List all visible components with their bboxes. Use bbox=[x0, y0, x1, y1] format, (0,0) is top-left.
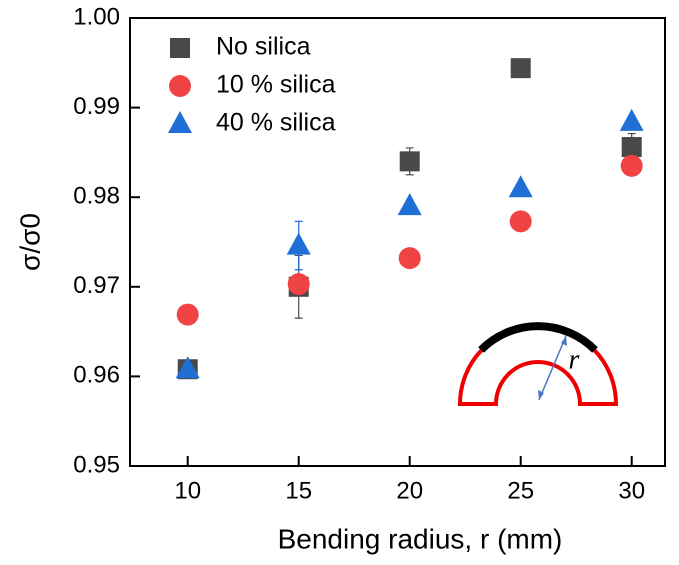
y-tick-label: 1.00 bbox=[73, 3, 120, 30]
marker-triangle bbox=[397, 193, 422, 216]
x-tick-label: 30 bbox=[618, 477, 645, 504]
y-tick-label: 0.96 bbox=[73, 362, 120, 389]
x-tick-label: 10 bbox=[174, 477, 201, 504]
marker-square bbox=[510, 58, 531, 79]
y-tick-label: 0.97 bbox=[73, 272, 120, 299]
ring bbox=[457, 324, 619, 406]
marker-circle bbox=[620, 154, 643, 177]
marker-square bbox=[170, 38, 190, 58]
marker-triangle bbox=[175, 356, 200, 379]
marker-square bbox=[399, 151, 420, 172]
x-axis-label: Bending radius, r (mm) bbox=[278, 523, 563, 554]
y-tick-label: 0.95 bbox=[73, 451, 120, 478]
marker-triangle bbox=[508, 175, 533, 198]
radius-label: r bbox=[569, 344, 580, 375]
x-tick-label: 20 bbox=[396, 477, 423, 504]
marker-square bbox=[621, 137, 642, 158]
marker-circle bbox=[509, 210, 532, 233]
radius-arrow bbox=[538, 335, 567, 401]
legend-label: No silica bbox=[216, 33, 311, 61]
y-tick-label: 0.98 bbox=[73, 183, 120, 210]
arrow-heads bbox=[538, 336, 567, 400]
x-tick-label: 15 bbox=[285, 477, 312, 504]
inset-diagram: r bbox=[457, 322, 619, 406]
marker-circle bbox=[169, 75, 191, 97]
marker-circle bbox=[398, 247, 421, 270]
film bbox=[478, 322, 598, 353]
marker-circle bbox=[287, 273, 310, 296]
x-tick-label: 25 bbox=[507, 477, 534, 504]
legend-label: 40 % silica bbox=[216, 109, 336, 137]
y-tick-label: 0.99 bbox=[73, 93, 120, 120]
marker-triangle bbox=[168, 111, 192, 133]
legend-label: 10 % silica bbox=[216, 71, 336, 99]
marker-triangle bbox=[286, 232, 311, 255]
plot-frame bbox=[129, 17, 666, 467]
marker-circle bbox=[176, 303, 199, 326]
marker-triangle bbox=[619, 108, 644, 131]
y-axis-label: σ/σ0 bbox=[14, 213, 45, 271]
